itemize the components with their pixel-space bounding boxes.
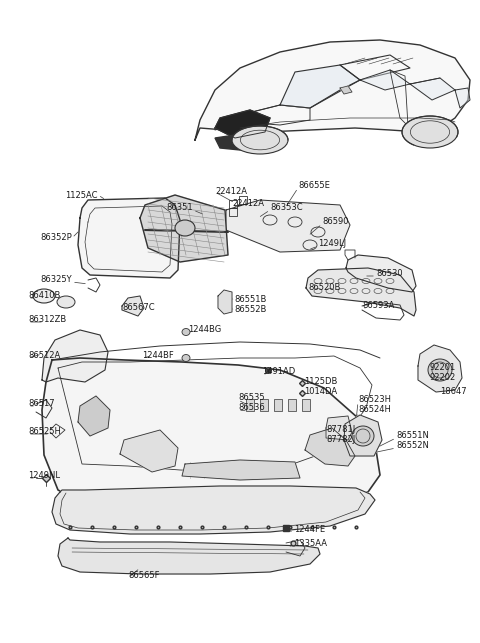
Polygon shape: [340, 86, 352, 94]
Ellipse shape: [182, 329, 190, 336]
Text: 22412A: 22412A: [215, 188, 247, 197]
Text: 86517: 86517: [28, 399, 55, 408]
Text: 86530: 86530: [376, 269, 403, 278]
Text: 1244BF: 1244BF: [142, 352, 174, 361]
Text: 86351: 86351: [167, 203, 193, 212]
Text: 86536: 86536: [238, 404, 265, 413]
Polygon shape: [182, 460, 300, 480]
Text: 86352P: 86352P: [40, 233, 72, 242]
Text: 22412A: 22412A: [232, 199, 264, 208]
Text: 92202: 92202: [430, 374, 456, 383]
Text: 86655E: 86655E: [298, 181, 330, 190]
Text: 1249LJ: 1249LJ: [318, 239, 346, 248]
Bar: [239, 196, 247, 204]
Ellipse shape: [402, 116, 458, 148]
Polygon shape: [218, 290, 232, 314]
Polygon shape: [326, 416, 352, 440]
Polygon shape: [122, 296, 144, 316]
Text: 86590: 86590: [322, 217, 348, 226]
Text: 86353C: 86353C: [270, 203, 302, 212]
Polygon shape: [280, 65, 360, 108]
Bar: [274, 399, 282, 411]
Polygon shape: [195, 40, 470, 140]
Text: 86525H: 86525H: [28, 428, 61, 437]
Bar: [302, 399, 310, 411]
Ellipse shape: [33, 289, 55, 303]
Ellipse shape: [175, 220, 195, 236]
Text: 86535: 86535: [238, 394, 264, 403]
Text: 87782J: 87782J: [326, 435, 355, 444]
Ellipse shape: [182, 354, 190, 361]
Text: 86523H: 86523H: [358, 395, 391, 404]
Ellipse shape: [428, 359, 452, 381]
Text: 86410B: 86410B: [28, 291, 60, 300]
Ellipse shape: [232, 126, 288, 154]
Polygon shape: [455, 88, 470, 108]
Polygon shape: [306, 268, 416, 316]
Text: 1335AA: 1335AA: [294, 539, 327, 548]
Polygon shape: [78, 198, 180, 278]
Bar: [246, 399, 254, 411]
Polygon shape: [410, 78, 455, 100]
Text: 86551N: 86551N: [396, 431, 429, 440]
Text: 86325Y: 86325Y: [40, 275, 72, 284]
Polygon shape: [58, 538, 320, 574]
Polygon shape: [305, 428, 355, 466]
Text: 86520B: 86520B: [308, 284, 340, 293]
Text: 1125AC: 1125AC: [65, 190, 98, 199]
Polygon shape: [215, 110, 270, 138]
Text: 86551B: 86551B: [234, 296, 266, 305]
Text: 1249NL: 1249NL: [28, 471, 60, 480]
Text: 86567C: 86567C: [122, 303, 155, 312]
Text: 86512A: 86512A: [28, 352, 60, 361]
Polygon shape: [346, 255, 416, 292]
Polygon shape: [418, 345, 462, 392]
Text: 1014DA: 1014DA: [304, 388, 337, 397]
Bar: [288, 399, 296, 411]
Text: 1244BG: 1244BG: [188, 325, 221, 334]
Polygon shape: [215, 135, 268, 150]
Polygon shape: [42, 330, 108, 382]
Polygon shape: [78, 396, 110, 436]
Text: 86593A: 86593A: [362, 302, 395, 311]
Ellipse shape: [57, 296, 75, 308]
Polygon shape: [42, 358, 380, 510]
Text: 1244FE: 1244FE: [294, 525, 325, 534]
Polygon shape: [52, 486, 375, 534]
Polygon shape: [120, 430, 178, 472]
Text: 86552B: 86552B: [234, 305, 266, 314]
Bar: [260, 399, 268, 411]
Polygon shape: [360, 70, 410, 90]
Polygon shape: [140, 195, 228, 262]
Text: 1491AD: 1491AD: [262, 368, 295, 377]
Text: 92201: 92201: [430, 363, 456, 372]
Text: 86312ZB: 86312ZB: [28, 316, 66, 325]
Bar: [229, 200, 237, 208]
Text: 86524H: 86524H: [358, 406, 391, 415]
Polygon shape: [226, 200, 350, 252]
Text: 87781J: 87781J: [326, 426, 355, 435]
Polygon shape: [344, 415, 382, 456]
Text: 1125DB: 1125DB: [304, 377, 337, 386]
Bar: [229, 208, 237, 216]
Text: 86552N: 86552N: [396, 442, 429, 451]
Text: 86565F: 86565F: [128, 572, 159, 581]
Ellipse shape: [352, 426, 374, 446]
Text: 18647: 18647: [440, 388, 467, 397]
